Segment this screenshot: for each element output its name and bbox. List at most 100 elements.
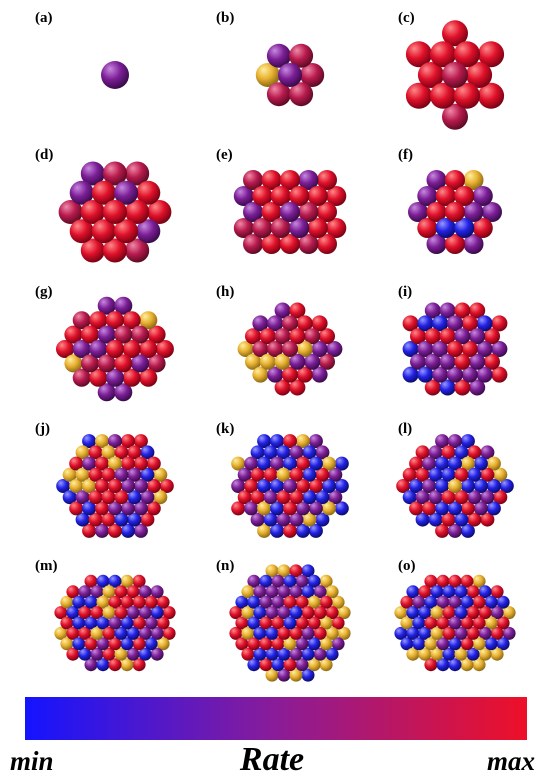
sphere <box>132 658 146 672</box>
sphere <box>270 186 291 206</box>
sphere <box>461 341 478 357</box>
sphere <box>417 186 438 206</box>
sphere <box>424 353 441 370</box>
sphere <box>432 341 449 357</box>
sphere <box>466 626 480 640</box>
sphere <box>235 616 249 630</box>
panel: (k) <box>216 421 349 538</box>
sphere <box>139 340 158 358</box>
sphere <box>311 315 328 332</box>
sphere <box>302 490 317 505</box>
sphere <box>283 434 297 449</box>
sphere <box>120 637 134 651</box>
sphere <box>319 353 335 370</box>
sphere <box>263 490 278 505</box>
sphere <box>460 456 475 471</box>
sphere <box>133 479 148 493</box>
sphere <box>301 606 315 620</box>
sphere <box>436 616 450 630</box>
sphere <box>317 234 337 254</box>
sphere <box>442 103 468 130</box>
sphere <box>426 170 447 190</box>
sphere <box>490 606 504 620</box>
sphere <box>448 456 462 471</box>
sphere <box>140 467 155 482</box>
sphere <box>265 564 279 578</box>
sphere <box>127 490 142 505</box>
sphere <box>319 658 333 672</box>
sphere <box>454 353 471 370</box>
sphere <box>454 445 469 460</box>
sphere <box>410 353 426 370</box>
sphere <box>283 523 297 538</box>
sphere <box>247 616 261 630</box>
sphere <box>114 512 129 527</box>
sphere <box>64 354 83 373</box>
sphere <box>295 637 309 651</box>
sphere <box>108 574 122 588</box>
sphere <box>289 302 306 319</box>
sphere <box>480 467 495 482</box>
sphere <box>97 325 116 344</box>
sphere <box>252 341 269 357</box>
sphere <box>445 202 465 222</box>
sphere <box>442 626 456 640</box>
sphere <box>296 341 313 357</box>
sphere <box>88 512 103 527</box>
sphere <box>484 328 500 345</box>
sphere <box>84 637 98 651</box>
sphere <box>237 467 252 482</box>
sphere <box>280 170 300 190</box>
sphere <box>89 340 108 358</box>
sphere <box>289 564 303 578</box>
sphere <box>486 479 501 493</box>
sphere <box>146 456 161 471</box>
sphere <box>289 668 303 682</box>
sphere <box>480 512 495 527</box>
sphere <box>125 238 150 263</box>
sphere <box>97 383 116 402</box>
sphere <box>439 302 456 319</box>
sphere <box>298 170 319 190</box>
sphere <box>289 186 310 206</box>
sphere <box>289 328 306 345</box>
sphere <box>82 479 97 493</box>
sphere <box>263 467 278 482</box>
sphere <box>460 616 474 630</box>
sphere <box>89 368 108 387</box>
sphere <box>64 325 83 344</box>
sphere <box>496 595 510 609</box>
sphere <box>289 82 314 107</box>
sphere <box>283 637 297 651</box>
panel-label: (h) <box>216 284 234 300</box>
sphere <box>436 595 450 609</box>
sphere <box>430 647 444 661</box>
sphere <box>334 456 349 471</box>
sphere <box>448 523 462 538</box>
sphere <box>259 637 273 651</box>
sphere <box>484 637 498 651</box>
sphere <box>243 170 263 190</box>
sphere <box>66 647 80 661</box>
sphere <box>278 63 302 87</box>
sphere <box>405 41 432 68</box>
sphere <box>417 341 434 357</box>
sphere <box>90 626 104 640</box>
sphere <box>250 490 265 505</box>
sphere <box>78 647 92 661</box>
sphere <box>56 340 74 358</box>
sphere <box>486 456 501 471</box>
sphere <box>469 302 486 319</box>
panel-label: (g) <box>35 284 53 300</box>
sphere <box>277 668 291 682</box>
panel-label: (d) <box>35 147 53 163</box>
sphere <box>252 315 269 332</box>
sphere <box>447 366 463 383</box>
sphere <box>319 595 333 609</box>
sphere <box>270 218 291 238</box>
sphere <box>276 512 291 527</box>
sphere <box>114 354 133 373</box>
sphere <box>241 647 255 661</box>
sphere <box>448 574 462 588</box>
sphere <box>473 456 488 471</box>
